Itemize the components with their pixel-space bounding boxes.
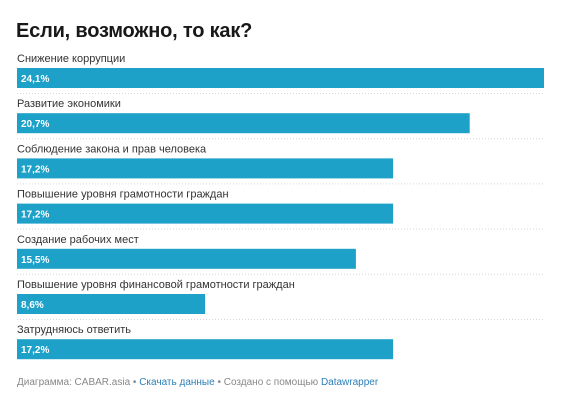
- category-label: Затрудняюсь ответить: [17, 324, 131, 336]
- bar: [17, 339, 394, 360]
- bar-row: Соблюдение закона и прав человека 17,2%: [17, 143, 544, 185]
- bar-chart-svg: Снижение коррупции 24,1% Развитие экономик…: [17, 53, 544, 360]
- footer-separator-1: •: [130, 377, 140, 388]
- category-label: Создание рабочих мест: [17, 234, 139, 246]
- category-label: Повышение уровня финансовой грамотности …: [17, 279, 295, 291]
- bar-row: Развитие экономики 20,7%: [17, 98, 544, 140]
- bar: [17, 294, 206, 314]
- value-label: 17,2%: [21, 345, 49, 356]
- value-label: 24,1%: [21, 74, 49, 85]
- value-label: 20,7%: [21, 119, 49, 130]
- category-label: Снижение коррупции: [17, 53, 125, 65]
- bar-row: Создание рабочих мест 15,5%: [17, 234, 544, 275]
- value-label: 15,5%: [21, 255, 49, 266]
- chart-footer: Диаграмма: CABAR.asia • Скачать данные •…: [17, 376, 378, 390]
- bar-chart: Снижение коррупции 24,1% Развитие экономик…: [17, 50, 544, 366]
- footer-created-with: Создано с помощью: [223, 377, 321, 388]
- bar-row: Повышение уровня финансовой грамотности …: [17, 279, 544, 320]
- category-label: Повышение уровня грамотности граждан: [17, 189, 229, 201]
- bar: [17, 68, 544, 88]
- bar: [17, 248, 356, 269]
- bar-row: Затрудняюсь ответить 17,2%: [17, 324, 394, 360]
- chart-title: Если, возможно, то как?: [16, 20, 253, 42]
- bar: [17, 203, 394, 224]
- bar: [17, 158, 394, 179]
- value-label: 8,6%: [21, 300, 44, 311]
- bar-row: Повышение уровня грамотности граждан 17,2…: [17, 189, 544, 230]
- category-label: Соблюдение закона и прав человека: [17, 143, 207, 155]
- value-label: 17,2%: [21, 164, 49, 175]
- bar-row: Снижение коррупции 24,1%: [17, 53, 544, 94]
- datawrapper-link[interactable]: Datawrapper: [320, 377, 379, 388]
- value-label: 17,2%: [21, 210, 49, 221]
- category-label: Развитие экономики: [17, 98, 121, 110]
- bar: [17, 113, 470, 134]
- footer-separator-2: •: [214, 377, 224, 388]
- footer-source: Диаграмма: CABAR.asia: [17, 377, 131, 388]
- download-data-link[interactable]: Скачать данные: [139, 377, 215, 388]
